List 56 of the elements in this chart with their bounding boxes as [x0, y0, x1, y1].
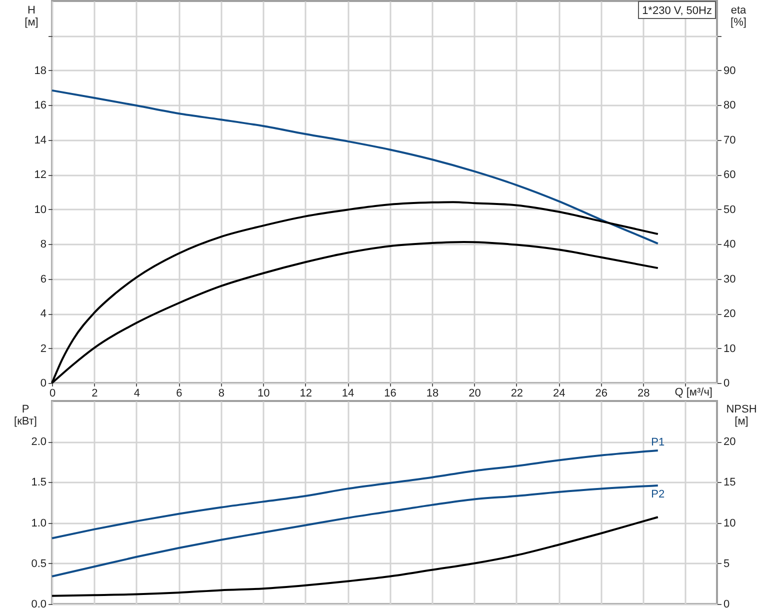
y2-tick-label: 70	[724, 134, 736, 146]
x-tick-label: 0	[49, 388, 56, 400]
y-tick-label: 16	[34, 100, 46, 112]
y-tick-label: 1.0	[31, 517, 46, 530]
x-tick-label: 10	[257, 388, 270, 400]
y-tick-label: 12	[34, 169, 46, 182]
y2-tick-label: 0	[724, 378, 730, 390]
x-tick-label: 18	[426, 388, 439, 400]
y-tick-label: 2	[40, 342, 46, 355]
y-tick-label: 8	[40, 238, 46, 251]
y2-tick-label: 15	[724, 476, 736, 489]
x-tick-label: 16	[384, 388, 396, 400]
y-tick-label: 10	[34, 204, 46, 216]
y2-tick-label: 10	[724, 342, 736, 355]
y-tick-label: 1.5	[31, 476, 46, 489]
y-tick-label: 2.0	[31, 436, 46, 448]
x-tick-label: 2	[92, 388, 98, 400]
y-tick-label: 14	[34, 134, 46, 146]
y2-tick-label: 80	[724, 100, 736, 112]
y2-tick-label: 20	[724, 436, 736, 448]
x-tick-label: 20	[468, 388, 481, 400]
x-tick-label: 4	[134, 388, 140, 400]
y2-axis-title: NPSH [м]	[726, 404, 757, 428]
y-tick-label: 6	[40, 273, 46, 286]
y2-tick-label: 30	[724, 273, 736, 286]
series-label: P2	[651, 488, 665, 500]
y2-tick-label: 20	[724, 308, 736, 320]
y-tick-label: 0.0	[31, 598, 46, 610]
x-tick-label: 14	[342, 388, 354, 400]
y-tick-label: 18	[34, 64, 46, 77]
x-tick-label: 8	[218, 388, 224, 400]
x-tick-label: 28	[637, 388, 650, 400]
x-tick-label: 24	[553, 388, 566, 400]
y2-tick-label: 40	[724, 238, 736, 251]
y2-tick-label: 10	[724, 517, 736, 530]
y-axis-title: H [м]	[24, 4, 38, 28]
line-series	[51, 516, 659, 597]
y2-tick-label: 60	[724, 169, 736, 182]
y-tick-label: 0.5	[31, 558, 46, 570]
series-label: P1	[651, 436, 665, 449]
y-tick-label: 0	[40, 378, 46, 390]
line-series	[51, 89, 659, 245]
x-tick-label: 6	[176, 388, 182, 400]
x-axis-title: Q [м³/ч]	[674, 386, 712, 398]
y2-tick-label: 5	[724, 558, 730, 570]
x-tick-label: 26	[595, 388, 608, 400]
annotation: 1*230 V, 50Hz	[642, 5, 712, 17]
y2-axis-title: eta [%]	[730, 4, 748, 28]
y2-tick-label: 90	[724, 64, 736, 77]
note-box: 1*230 V, 50Hz	[638, 1, 716, 19]
y2-tick-label: 0	[724, 598, 730, 610]
x-tick-label: 12	[300, 388, 312, 400]
x-tick-label: 22	[510, 388, 524, 400]
y-tick-label: 4	[40, 308, 46, 320]
y2-tick-label: 50	[724, 204, 736, 216]
y-axis-title: P [кВт]	[14, 404, 37, 428]
